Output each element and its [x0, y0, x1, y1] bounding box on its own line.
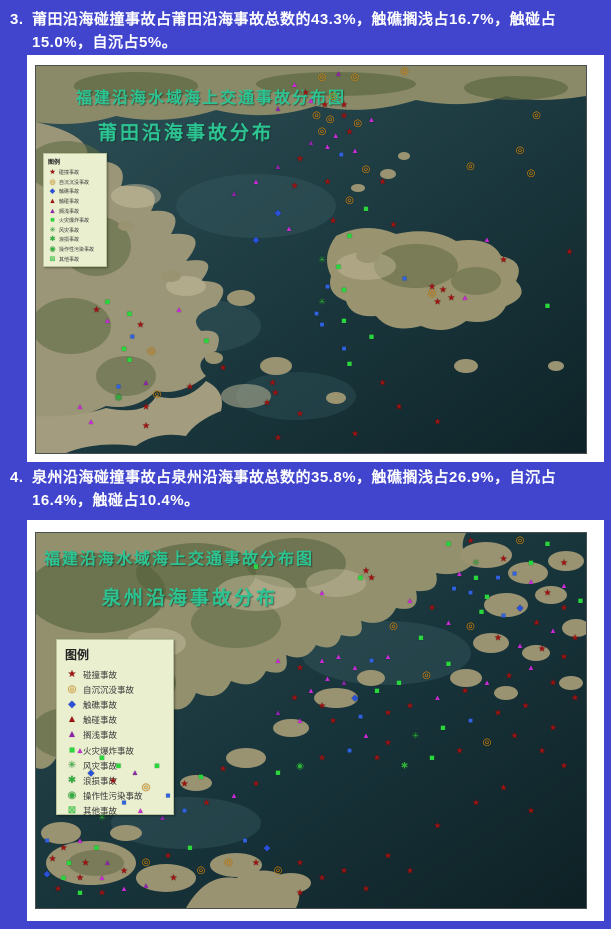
legend-item: ◎ 自沉沉没事故 [48, 178, 104, 188]
legend-item: ⊠ 其他事故 [48, 254, 104, 264]
collision-star-icon: ★ [49, 169, 56, 177]
map-main-title: 福建沿海水域海上交通事故分布图 [76, 90, 347, 107]
legend-item: ◉ 操作性污染事故 [65, 789, 169, 804]
legend-label: 自沉沉没事故 [59, 179, 90, 186]
legend-label: 触碰事故 [59, 199, 80, 206]
legend-item: ▲ 触碰事故 [65, 713, 169, 728]
bullet-item-3: 3. 莆田沿海碰撞事故占莆田沿海事故总数的43.3%，触礁搁浅占16.7%，触碰… [10, 8, 604, 55]
legend-title: 图例 [65, 648, 90, 662]
legend-item: ■ 火灾爆炸事故 [48, 216, 104, 226]
map-legend: 图例 ★ 碰撞事故 ◎ 自沉沉没事故 ◆ 触礁事故 ▲ 触碰事故 ▲ 搁浅事故 ■ 火灾爆炸事故 ✳ 风灾… [56, 639, 174, 816]
legend-item: ◆ 触礁事故 [65, 697, 169, 712]
map-legend: 图例 ★ 碰撞事故 ◎ 自沉沉没事故 ◆ 触礁事故 ▲ 触碰事故 ▲ 搁浅事故 ■ 火灾爆炸事故 ✳ 风灾… [43, 153, 107, 267]
collision-star-icon: ★ [67, 668, 77, 680]
legend-item: ✱ 浪损事故 [48, 235, 104, 245]
fire-square-icon: ■ [50, 217, 55, 225]
stranding-triangle-icon: ▲ [67, 729, 77, 741]
legend-item: ✱ 浪损事故 [65, 773, 169, 788]
pollution-dot-icon: ◉ [49, 246, 56, 254]
legend-label: 浪损事故 [83, 775, 118, 786]
legend-item: ▲ 触碰事故 [48, 197, 104, 207]
legend-item: ✳ 风灾事故 [48, 226, 104, 236]
selfsink-ring-icon: ◎ [49, 178, 56, 186]
selfsink-ring-icon: ◎ [67, 683, 77, 695]
map-subtitle: 莆田沿海事故分布 [98, 123, 275, 144]
contact-triangle-icon: ▲ [49, 198, 56, 206]
figure-card-quanzhou: 福建沿海水域海上交通事故分布图 泉州沿海事故分布 图例 ★ 碰撞事故 ◎ 自沉沉没事故… [27, 520, 604, 921]
legend-label: 浪损事故 [59, 237, 80, 244]
satellite-terrain [36, 533, 586, 908]
putian-accident-map: 福建沿海水域海上交通事故分布图 莆田沿海事故分布 图例 ★ 碰撞事故 ◎ 自沉沉没事故… [35, 65, 587, 454]
pollution-dot-icon: ◉ [67, 790, 77, 802]
legend-label: 碰撞事故 [83, 669, 118, 680]
contact-triangle-icon: ▲ [67, 714, 77, 726]
legend-item: ⊠ 其他事故 [65, 804, 169, 819]
reef-diamond-icon: ◆ [68, 698, 76, 710]
wave-aster-icon: ✱ [67, 774, 77, 786]
legend-label: 操作性污染事故 [59, 247, 95, 254]
wind-flower-icon: ✳ [67, 759, 77, 771]
map-subtitle: 泉州沿海事故分布 [102, 588, 279, 609]
legend-label: 其他事故 [83, 806, 118, 817]
satellite-terrain [36, 66, 586, 453]
legend-label: 触碰事故 [83, 715, 118, 726]
legend-label: 火灾爆炸事故 [59, 218, 90, 225]
quanzhou-accident-map: 福建沿海水域海上交通事故分布图 泉州沿海事故分布 图例 ★ 碰撞事故 ◎ 自沉沉没事故… [35, 532, 587, 909]
wave-aster-icon: ✱ [49, 236, 56, 244]
bullet-text: 莆田沿海碰撞事故占莆田沿海事故总数的43.3%，触礁搁浅占16.7%，触碰占15… [32, 11, 557, 52]
legend-item: ◉ 操作性污染事故 [48, 245, 104, 255]
legend-item: ◎ 自沉沉没事故 [65, 682, 169, 697]
bullet-number: 4. [10, 469, 24, 486]
legend-item: ✳ 风灾事故 [65, 758, 169, 773]
legend-label: 触礁事故 [83, 699, 118, 710]
legend-label: 风灾事故 [59, 227, 80, 234]
figure-card-putian: 福建沿海水域海上交通事故分布图 莆田沿海事故分布 图例 ★ 碰撞事故 ◎ 自沉沉没事故… [27, 55, 604, 462]
legend-item: ★ 碰撞事故 [65, 667, 169, 682]
bullet-item-4: 4. 泉州沿海碰撞事故占泉州沿海事故总数的35.8%，触礁搁浅占26.9%，自沉… [10, 466, 604, 513]
legend-label: 自沉沉没事故 [83, 684, 135, 695]
legend-item: ◆ 触礁事故 [48, 187, 104, 197]
other-square-icon: ⊠ [67, 805, 77, 817]
legend-label: 搁浅事故 [83, 730, 118, 741]
map-main-title: 福建沿海水域海上交通事故分布图 [44, 551, 315, 568]
legend-label: 火灾爆炸事故 [83, 745, 135, 756]
legend-item: ▲ 搁浅事故 [65, 728, 169, 743]
stranding-triangle-icon: ▲ [49, 207, 56, 215]
legend-label: 风灾事故 [83, 760, 118, 771]
reef-diamond-icon: ◆ [49, 188, 56, 196]
wind-flower-icon: ✳ [49, 226, 56, 234]
legend-item: ★ 碰撞事故 [48, 168, 104, 178]
legend-label: 其他事故 [59, 256, 80, 263]
legend-item: ■ 火灾爆炸事故 [65, 743, 169, 758]
legend-label: 操作性污染事故 [83, 791, 143, 802]
other-square-icon: ⊠ [49, 255, 56, 263]
legend-label: 碰撞事故 [59, 170, 80, 177]
fire-square-icon: ■ [68, 744, 76, 756]
bullet-text: 泉州沿海碰撞事故占泉州沿海事故总数的35.8%，触礁搁浅占26.9%，自沉占16… [32, 469, 557, 510]
legend-item: ▲ 搁浅事故 [48, 206, 104, 216]
bullet-number: 3. [10, 11, 24, 28]
legend-label: 触礁事故 [59, 189, 80, 196]
legend-label: 搁浅事故 [59, 208, 80, 215]
legend-title: 图例 [48, 160, 61, 166]
